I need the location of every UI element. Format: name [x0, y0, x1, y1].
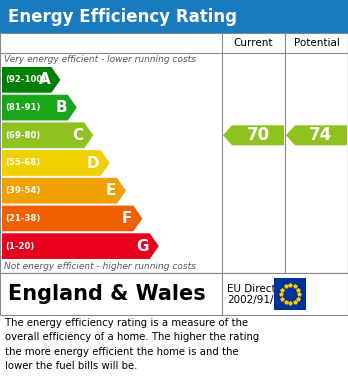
Polygon shape [286, 125, 347, 145]
Polygon shape [2, 67, 61, 93]
Bar [274, 278, 306, 310]
Polygon shape [2, 178, 126, 204]
Polygon shape [2, 95, 77, 120]
Text: (55-68): (55-68) [5, 158, 40, 167]
Polygon shape [2, 122, 93, 148]
Polygon shape [2, 206, 142, 231]
Text: Potential: Potential [294, 38, 339, 48]
Text: (81-91): (81-91) [5, 103, 40, 112]
Text: EU Directive: EU Directive [227, 284, 291, 294]
Bar [0, 273, 348, 315]
Text: 2002/91/EC: 2002/91/EC [227, 295, 287, 305]
Text: A: A [39, 72, 50, 87]
Text: The energy efficiency rating is a measure of the
overall efficiency of a home. T: The energy efficiency rating is a measur… [5, 318, 259, 371]
Bar [0, 0, 348, 33]
Text: Not energy efficient - higher running costs: Not energy efficient - higher running co… [4, 262, 196, 271]
Text: E: E [106, 183, 116, 198]
Text: B: B [55, 100, 67, 115]
Text: (69-80): (69-80) [5, 131, 40, 140]
Text: England & Wales: England & Wales [8, 284, 206, 304]
Text: 70: 70 [246, 126, 270, 144]
Text: (92-100): (92-100) [5, 75, 46, 84]
Text: Current: Current [234, 38, 273, 48]
Text: Energy Efficiency Rating: Energy Efficiency Rating [8, 7, 237, 25]
Text: C: C [72, 128, 83, 143]
Polygon shape [223, 125, 284, 145]
Polygon shape [2, 233, 159, 259]
Text: (39-54): (39-54) [5, 186, 40, 195]
Bar [0, 33, 348, 273]
Polygon shape [2, 150, 110, 176]
Text: (1-20): (1-20) [5, 242, 34, 251]
Text: D: D [87, 156, 100, 170]
Text: 74: 74 [309, 126, 333, 144]
Text: F: F [122, 211, 133, 226]
Text: G: G [136, 239, 149, 254]
Text: (21-38): (21-38) [5, 214, 40, 223]
Text: Very energy efficient - lower running costs: Very energy efficient - lower running co… [4, 55, 196, 64]
